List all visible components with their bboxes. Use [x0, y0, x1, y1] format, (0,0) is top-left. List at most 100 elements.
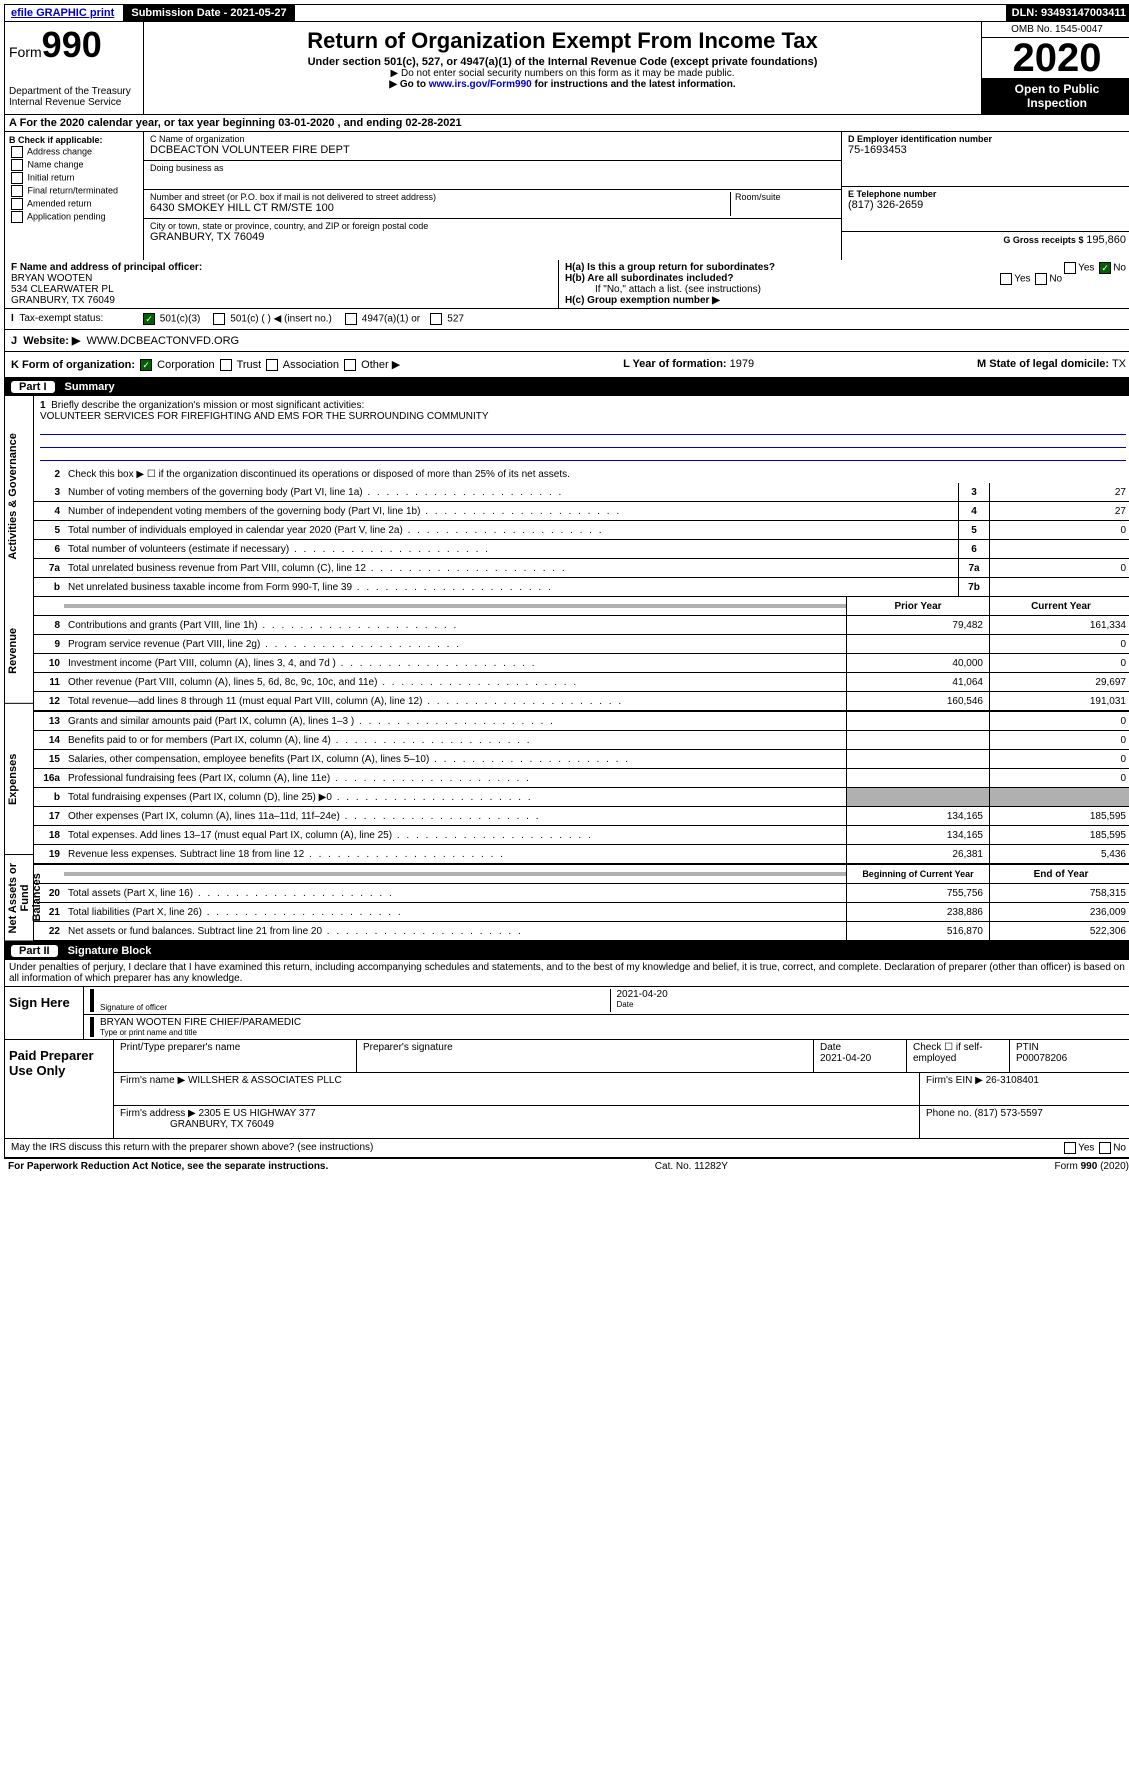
paid-row-3: Firm's address ▶ 2305 E US HIGHWAY 377 G… — [114, 1106, 1129, 1138]
part-1-name: Summary — [65, 381, 115, 393]
check-pending[interactable]: Application pending — [9, 211, 139, 223]
footer-mid: Cat. No. 11282Y — [655, 1161, 728, 1172]
irs-link[interactable]: www.irs.gov/Form990 — [429, 79, 532, 90]
block-b-title: B Check if applicable: — [9, 135, 103, 145]
form-title: Return of Organization Exempt From Incom… — [148, 28, 977, 54]
row-k-l-m: K Form of organization: ✓ Corporation Tr… — [4, 352, 1129, 378]
line-20: 20 Total assets (Part X, line 16) 755,75… — [34, 884, 1129, 903]
officer-addr1: 534 CLEARWATER PL — [11, 284, 552, 295]
part-2-pill: Part II — [11, 945, 58, 957]
form-label: Form — [9, 44, 42, 60]
side-gov: Activities & Governance — [5, 396, 33, 598]
line-1: 1 Briefly describe the organization's mi… — [34, 396, 1129, 465]
paid-row-1: Print/Type preparer's name Preparer's si… — [114, 1040, 1129, 1073]
section-f-h: F Name and address of principal officer:… — [4, 260, 1129, 309]
line-2: 2Check this box ▶ ☐ if the organization … — [34, 465, 1129, 483]
check-name[interactable]: Name change — [9, 159, 139, 171]
discuss-yes[interactable] — [1064, 1142, 1076, 1154]
form-header: Form990 Department of the Treasury Inter… — [4, 22, 1129, 115]
line-10: 10 Investment income (Part VIII, column … — [34, 654, 1129, 673]
line-7a: 7a Total unrelated business revenue from… — [34, 559, 1129, 578]
discuss-no[interactable] — [1099, 1142, 1111, 1154]
city-cell: City or town, state or province, country… — [144, 219, 841, 247]
note-goto: ▶ Go to www.irs.gov/Form990 for instruct… — [148, 79, 977, 90]
dba-cell: Doing business as — [144, 161, 841, 190]
ptin: P00078206 — [1016, 1053, 1126, 1064]
line-12: 12 Total revenue—add lines 8 through 11 … — [34, 692, 1129, 712]
firm-addr: 2305 E US HIGHWAY 377 — [199, 1108, 316, 1119]
paid-preparer-block: Paid Preparer Use Only Print/Type prepar… — [4, 1040, 1129, 1139]
ein-cell: D Employer identification number 75-1693… — [842, 132, 1129, 187]
line-17: 17 Other expenses (Part IX, column (A), … — [34, 807, 1129, 826]
line-15: 15 Salaries, other compensation, employe… — [34, 750, 1129, 769]
sign-here-label: Sign Here — [5, 987, 84, 1039]
discuss-row: May the IRS discuss this return with the… — [4, 1139, 1129, 1158]
header-center: Return of Organization Exempt From Incom… — [144, 22, 981, 114]
check-self-emp[interactable]: Check ☐ if self-employed — [913, 1042, 1003, 1064]
check-amended[interactable]: Amended return — [9, 198, 139, 210]
footer-right: Form 990 (2020) — [1055, 1161, 1129, 1172]
perjury-text: Under penalties of perjury, I declare th… — [4, 960, 1129, 987]
sig-name-row: BRYAN WOOTEN FIRE CHIEF/PARAMEDIC Type o… — [84, 1015, 1129, 1039]
block-b: B Check if applicable: Address change Na… — [5, 132, 144, 260]
website: WWW.DCBEACTONVFD.ORG — [87, 335, 240, 347]
part-1-table: Activities & Governance Revenue Expenses… — [4, 396, 1129, 942]
line-18: 18 Total expenses. Add lines 13–17 (must… — [34, 826, 1129, 845]
sig-officer-row: Signature of officer 2021-04-20 Date — [84, 987, 1129, 1015]
check-501c3[interactable]: ✓ — [143, 313, 155, 325]
form-number: Form990 — [9, 24, 139, 66]
check-final[interactable]: Final return/terminated — [9, 185, 139, 197]
col-prior: Prior Year — [846, 597, 989, 615]
paid-row-2: Firm's name ▶ WILLSHER & ASSOCIATES PLLC… — [114, 1073, 1129, 1106]
line-13: 13 Grants and similar amounts paid (Part… — [34, 712, 1129, 731]
check-4947[interactable] — [345, 313, 357, 325]
check-527[interactable] — [430, 313, 442, 325]
irs: Internal Revenue Service — [9, 97, 139, 108]
part-2-name: Signature Block — [68, 945, 152, 957]
street-cell: Number and street (or P.O. box if mail i… — [144, 190, 841, 219]
part-2-header: Part II Signature Block — [4, 942, 1129, 960]
side-labels: Activities & Governance Revenue Expenses… — [5, 396, 34, 941]
firm-phone: (817) 573-5597 — [974, 1108, 1042, 1119]
row-j-website: J Website: ▶ WWW.DCBEACTONVFD.ORG — [4, 330, 1129, 352]
line-b: b Total fundraising expenses (Part IX, c… — [34, 788, 1129, 807]
check-initial[interactable]: Initial return — [9, 172, 139, 184]
paid-label: Paid Preparer Use Only — [5, 1040, 114, 1138]
h-b: H(b) Are all subordinates included? Yes … — [565, 273, 1126, 284]
phone-cell: E Telephone number (817) 326-2659 — [842, 187, 1129, 232]
check-corp[interactable]: ✓ — [140, 359, 152, 371]
gross-receipts: 195,860 — [1086, 234, 1126, 246]
side-exp: Expenses — [5, 704, 33, 855]
sign-date: 2021-04-20 — [617, 989, 1127, 1000]
open-public: Open to Public Inspection — [982, 78, 1129, 114]
city-state-zip: GRANBURY, TX 76049 — [150, 231, 264, 243]
firm-ein: 26-3108401 — [986, 1075, 1039, 1086]
prep-date: 2021-04-20 — [820, 1053, 900, 1064]
officer-name: BRYAN WOOTEN — [11, 273, 552, 284]
check-trust[interactable] — [220, 359, 232, 371]
block-d: D Employer identification number 75-1693… — [841, 132, 1129, 260]
check-501c[interactable] — [213, 313, 225, 325]
line-6: 6 Total number of volunteers (estimate i… — [34, 540, 1129, 559]
side-net: Net Assets or Fund Balances — [5, 855, 33, 941]
part-1-header: Part I Summary — [4, 378, 1129, 396]
row-a-period: A For the 2020 calendar year, or tax yea… — [4, 115, 1129, 132]
top-bar: efile GRAPHIC print Submission Date - 20… — [4, 4, 1129, 22]
check-assoc[interactable] — [266, 359, 278, 371]
block-c: C Name of organization DCBEACTON VOLUNTE… — [144, 132, 841, 260]
k-form-org: K Form of organization: ✓ Corporation Tr… — [11, 358, 400, 371]
officer-addr2: GRANBURY, TX 76049 — [11, 295, 552, 306]
check-address[interactable]: Address change — [9, 146, 139, 158]
efile-link[interactable]: efile GRAPHIC print — [11, 7, 114, 19]
side-rev: Revenue — [5, 598, 33, 704]
line-22: 22 Net assets or fund balances. Subtract… — [34, 922, 1129, 941]
footer: For Paperwork Reduction Act Notice, see … — [4, 1158, 1129, 1174]
check-other[interactable] — [344, 359, 356, 371]
rev-header: Prior Year Current Year — [34, 597, 1129, 616]
org-name-cell: C Name of organization DCBEACTON VOLUNTE… — [144, 132, 841, 161]
form-subtitle: Under section 501(c), 527, or 4947(a)(1)… — [148, 56, 977, 68]
header-right: OMB No. 1545-0047 2020 Open to Public In… — [981, 22, 1129, 114]
header-left: Form990 Department of the Treasury Inter… — [5, 22, 144, 114]
dln: DLN: 93493147003411 — [1006, 5, 1129, 21]
m-state: M State of legal domicile: TX — [977, 358, 1126, 371]
